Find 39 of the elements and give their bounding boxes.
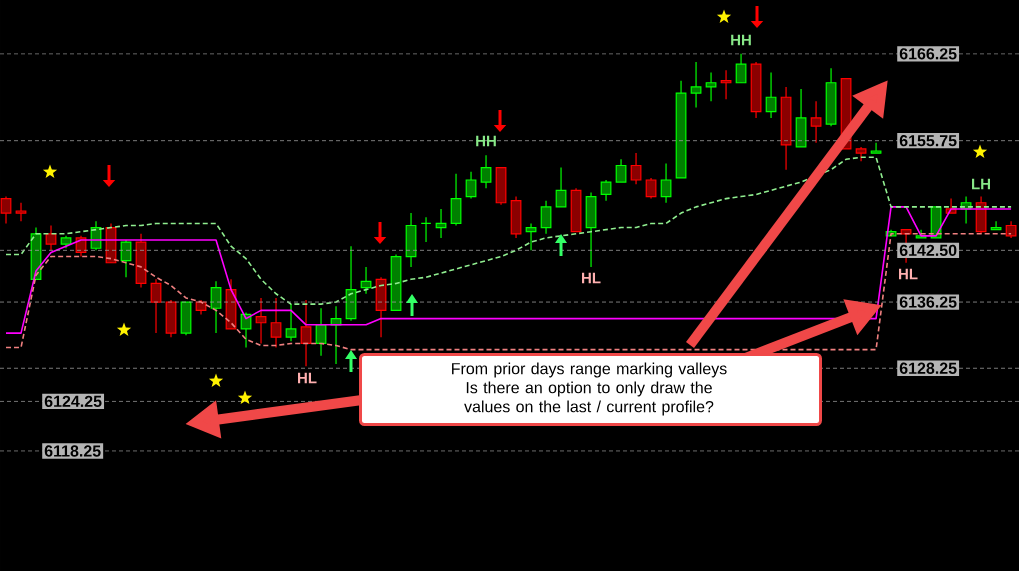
annotation: HL (298, 372, 317, 384)
annotation: Is there an option to only draw the values on the last / current profile? (464, 381, 714, 416)
y2-tick-label: 6155.75 (899, 135, 957, 147)
candlestick (465, 171, 477, 200)
y2-tick-label: 6166.25 (899, 48, 957, 60)
candlestick (15, 202, 27, 222)
annotation: HL (899, 268, 918, 280)
candlestick (870, 142, 882, 154)
candlestick (810, 100, 822, 144)
candlestick (0, 195, 12, 225)
y2-tick-label: 6128.25 (899, 362, 957, 374)
candlestick (555, 166, 567, 208)
y2-tick-label: 6136.25 (899, 296, 957, 308)
candlestick (285, 303, 297, 342)
candlestick (420, 216, 432, 243)
candlestick (990, 220, 1002, 231)
annotation: From prior days range marking valleys (452, 362, 727, 378)
candlestick (600, 179, 612, 202)
candlestick (690, 61, 702, 109)
candlestick (705, 71, 717, 102)
annotation: LH (972, 178, 990, 190)
candlestick (660, 162, 672, 204)
candlestick (300, 299, 312, 367)
annotation: HH (476, 135, 496, 147)
candlestick (480, 154, 492, 189)
y-tick-label: 6124.25 (44, 395, 102, 408)
candlestick (720, 69, 732, 100)
candlestick (270, 297, 282, 349)
y-tick-label: 6118.25 (44, 445, 101, 457)
candlestick (120, 239, 132, 278)
candlestick (735, 53, 747, 84)
y2-tick-label: 6142.50 (899, 244, 957, 256)
candlestick (630, 152, 642, 185)
candlestick (540, 200, 552, 235)
annotation: HL (582, 272, 601, 284)
candlestick (645, 177, 657, 200)
annotation: HH (731, 34, 751, 46)
candlestick (615, 158, 627, 183)
candlestick (765, 71, 777, 119)
